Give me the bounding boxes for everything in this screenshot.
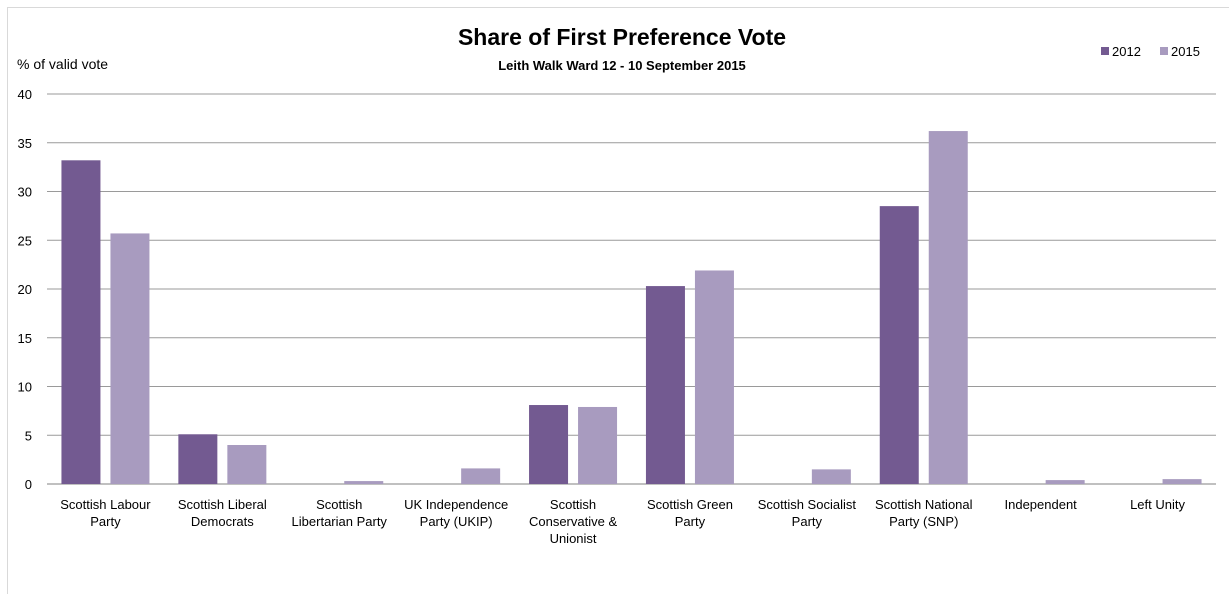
y-tick-label: 30 <box>18 185 32 200</box>
x-category-label: Scottish Conservative & Unionist <box>529 497 617 546</box>
bar-2012 <box>645 286 685 484</box>
bar-2015 <box>578 406 618 484</box>
x-category-label: Scottish Labour Party <box>60 497 151 529</box>
y-tick-label: 20 <box>18 282 32 297</box>
gridlines <box>47 93 1216 485</box>
chart-frame <box>7 7 1229 594</box>
bar-2015 <box>110 233 150 484</box>
y-tick-label: 10 <box>18 380 32 395</box>
x-category-label: Independent <box>1005 497 1078 512</box>
bar-2012 <box>61 160 101 485</box>
chart-title: Share of First Preference Vote <box>458 24 786 50</box>
bar-2015 <box>227 445 267 484</box>
legend-swatch-2015 <box>1160 47 1168 55</box>
bar-2015 <box>461 468 501 484</box>
y-tick-label: 25 <box>18 233 32 248</box>
bar-2012 <box>178 434 218 484</box>
legend: 2012 2015 <box>1101 44 1200 59</box>
x-category-label: Scottish Green Party <box>647 497 733 529</box>
bars <box>61 131 1202 485</box>
bar-2015 <box>1045 480 1085 484</box>
y-axis-ticks: 0 5 10 15 20 25 30 35 40 <box>18 87 32 492</box>
y-tick-label: 40 <box>18 87 32 102</box>
bar-2015 <box>1162 479 1202 484</box>
legend-swatch-2012 <box>1101 47 1109 55</box>
x-category-label: Scottish Libertarian Party <box>292 497 388 529</box>
y-tick-label: 0 <box>25 477 32 492</box>
x-category-label: Scottish Liberal Democrats <box>178 497 267 529</box>
bar-2015 <box>344 481 384 484</box>
legend-label-2015: 2015 <box>1171 44 1200 59</box>
x-category-label: UK Independence Party (UKIP) <box>404 497 508 529</box>
bar-2012 <box>529 405 569 484</box>
bar-2015 <box>694 270 734 484</box>
x-category-label: Scottish National Party (SNP) <box>875 497 973 529</box>
y-tick-label: 35 <box>18 136 32 151</box>
x-category-label: Scottish Socialist Party <box>758 497 857 529</box>
bar-2015 <box>928 131 968 485</box>
y-tick-label: 15 <box>18 331 32 346</box>
legend-label-2012: 2012 <box>1112 44 1141 59</box>
bar-2015 <box>811 469 851 484</box>
x-axis-categories: Scottish Labour Party Scottish Liberal Demo… <box>60 497 1185 546</box>
y-axis-label: % of valid vote <box>17 56 108 72</box>
bar-2012 <box>879 206 919 484</box>
x-category-label: Left Unity <box>1130 497 1185 512</box>
y-tick-label: 5 <box>25 428 32 443</box>
chart-subtitle: Leith Walk Ward 12 - 10 September 2015 <box>498 58 746 73</box>
